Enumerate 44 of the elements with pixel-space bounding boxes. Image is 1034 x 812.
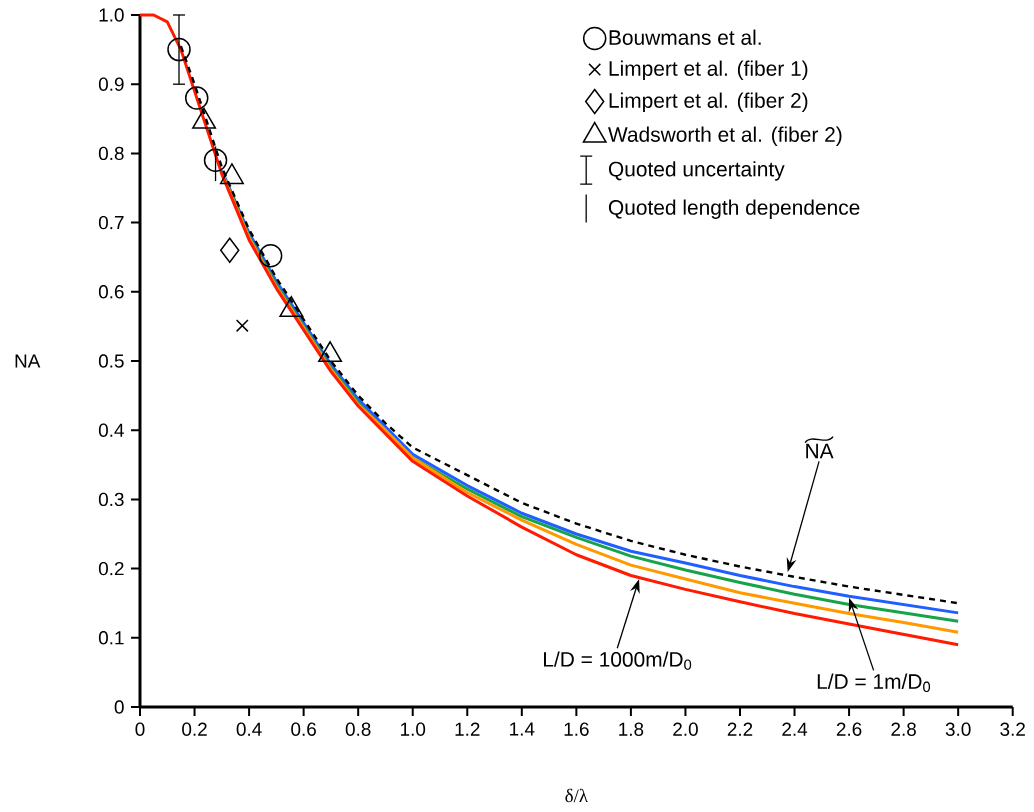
legend-label: Bouwmans et al. [609,29,761,45]
annotation: Quoted length dependence [608,199,860,219]
x-tick-label: 2.4 [782,722,808,736]
x-tick-label: 2.6 [836,722,862,736]
point [167,37,191,62]
legend-label: Wadsworth et al. (fiber 2) [608,126,842,147]
x-axis-title: δ/λ [565,788,588,803]
y-tick-label: 0.8 [98,146,124,161]
y-tick-label: 0.5 [98,354,124,368]
y-tick-label: 0 [114,700,124,714]
annotation: L/D = 1000m/D$_{0}$ [544,651,692,670]
x-tick-label: 1.4 [510,722,535,736]
y-tick-label: 0.6 [98,285,124,299]
legend-label: Limpert et al. (fiber 2) [609,92,808,113]
x-tick-label: 1.8 [619,722,644,736]
y-tick-label: 1.0 [99,8,124,22]
x-tick-label: 0.2 [182,722,207,736]
y-tick-label: 0.9 [98,77,124,91]
x-tick-label: 2.2 [727,722,753,736]
point [219,237,240,264]
point [258,244,283,268]
x-tick-label: 2.0 [673,722,698,736]
annotation: NA [806,443,834,459]
x-tick-label: 0 [135,722,145,736]
x-tick-label: 1.2 [455,722,480,736]
y-axis-title: NA [15,354,41,368]
y-tick-label: 0.3 [98,492,124,507]
x-tick-label: 0.6 [291,722,316,736]
y-tick-label: 0.7 [98,215,124,230]
point [184,86,209,110]
legend-label: Limpert et al. (fiber 1) [609,60,808,81]
x-tick-label: 3.2 [1000,722,1025,736]
x-tick-label: 0.8 [345,722,371,736]
y-tick-label: 0.4 [98,423,124,437]
x-tick-label: 2.8 [891,722,916,736]
annotation: L/D = 1m/D$_{0}$ [817,673,931,692]
x-tick-label: 1.0 [401,722,426,736]
x-tick-label: 1.6 [564,722,589,736]
y-tick-label: 0.2 [98,561,124,576]
point [235,319,249,333]
x-tick-label: 0.4 [236,722,262,736]
y-tick-label: 0.1 [98,631,124,645]
annotation: Quoted uncertainty [608,161,785,181]
x-tick-label: 3.0 [945,722,971,736]
